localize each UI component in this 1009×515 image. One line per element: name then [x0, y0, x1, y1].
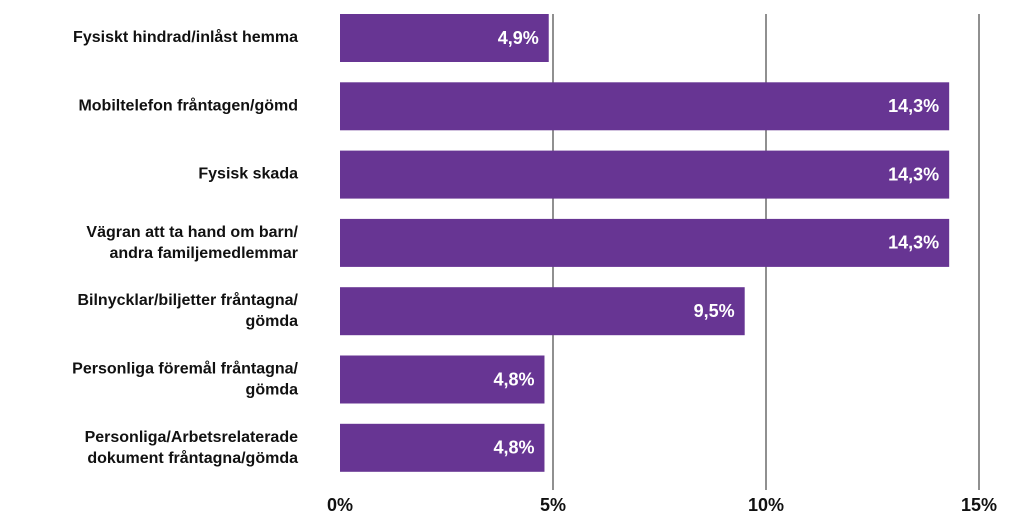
bar	[340, 287, 745, 336]
value-label: 14,3%	[888, 233, 939, 253]
bar	[340, 423, 545, 472]
category-label: Bilnycklar/biljetter fråntagna/gömda	[77, 291, 298, 330]
category-label: Personliga/Arbetsrelaterade dokument från…	[85, 429, 299, 467]
value-label: 14,3%	[888, 164, 939, 184]
x-tick-label: 10%	[748, 495, 784, 515]
category-label: Mobiltelefon fråntagen/gömd	[78, 97, 298, 115]
x-tick-label: 15%	[961, 495, 997, 515]
value-label: 4,8%	[493, 438, 534, 458]
bar	[340, 218, 950, 267]
bar	[340, 82, 950, 131]
x-tick-label: 5%	[540, 495, 566, 515]
value-label: 14,3%	[888, 96, 939, 116]
bar	[340, 14, 549, 62]
category-label: Fysisk skada	[198, 166, 298, 183]
bar	[340, 150, 950, 199]
bar	[340, 355, 545, 404]
category-label: Vägran att ta hand om barn/andra familje…	[86, 224, 298, 262]
category-label: Personliga föremål fråntagna/gömda	[72, 360, 298, 399]
category-label: Fysiskt hindrad/inlåst hemma	[73, 28, 298, 46]
value-label: 9,5%	[694, 301, 735, 321]
x-tick-label: 0%	[327, 495, 353, 515]
value-label: 4,9%	[498, 28, 539, 48]
value-label: 4,8%	[493, 369, 534, 389]
